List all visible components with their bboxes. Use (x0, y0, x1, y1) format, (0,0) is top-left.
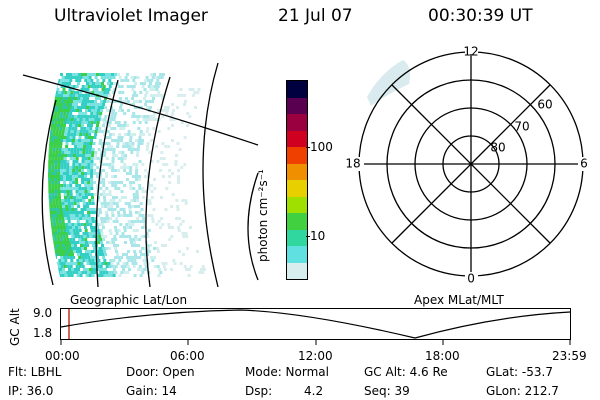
timeline-y-tick-min: 1.8 (33, 326, 53, 340)
geographic-grid-lines (22, 62, 259, 287)
sequence-number: Seq: 39 (364, 384, 410, 398)
color-band (287, 213, 307, 230)
color-band (287, 114, 307, 131)
lat-label-60: 60 (537, 98, 552, 112)
color-band (287, 97, 307, 114)
timeline-x-tick-0000: 00:00 (45, 349, 80, 363)
altitude-curve (60, 309, 571, 339)
color-band (287, 147, 307, 164)
color-scale-label: photon cm⁻²s⁻¹ (256, 169, 270, 262)
color-tick-100: 100 (310, 140, 333, 154)
mlt-line-diagonal-2 (391, 84, 551, 244)
filter-status: Flt: LBHL (8, 365, 62, 379)
gc-altitude: GC Alt: 4.6 Re (364, 365, 448, 379)
lat-label-80: 80 (490, 141, 505, 155)
mode-status: Mode: Normal (245, 365, 329, 379)
observation-date: 21 Jul 07 (278, 6, 353, 26)
timeline-plot (60, 308, 571, 345)
geographic-image-panel (22, 62, 259, 287)
dsp-value: 4.2 (304, 384, 324, 398)
timeline-x-tick-0600: 06:00 (170, 349, 205, 363)
door-status: Door: Open (126, 365, 195, 379)
mlt-label-6: 6 (580, 157, 588, 171)
color-band (287, 130, 307, 147)
geographic-longitude: GLon: 212.7 (486, 384, 559, 398)
timeline-x-tick-1200: 12:00 (298, 349, 333, 363)
color-tick-mark-10 (306, 236, 310, 237)
geographic-latitude: GLat: -53.7 (486, 365, 553, 379)
polar-aurora-patch (367, 60, 411, 106)
color-tick-10: 10 (310, 229, 326, 243)
timeline-axis-label: GC Alt (8, 308, 22, 346)
polar-mlt-plot: 12 18 6 0 60 70 80 (344, 42, 590, 286)
color-band (287, 81, 307, 98)
gain-value: Gain: 14 (126, 384, 177, 398)
timeline-x-tick-1800: 18:00 (425, 349, 460, 363)
mlt-label-18: 18 (345, 157, 360, 171)
color-band (287, 229, 307, 246)
aurora-emission-map (48, 73, 206, 277)
mlt-label-0: 0 (467, 272, 475, 286)
color-band (287, 163, 307, 180)
timeline-y-tick-max: 9.0 (33, 306, 53, 320)
timeline-x-tick-2359: 23:59 (552, 349, 587, 363)
page-title: Ultraviolet Imager (54, 6, 208, 26)
lat-label-70: 70 (514, 120, 529, 134)
mlt-label-12: 12 (463, 45, 478, 59)
observation-time: 00:30:39 UT (428, 6, 533, 26)
color-band (287, 262, 307, 279)
color-tick-mark-100 (306, 147, 310, 148)
timeline-right-label: Apex MLat/MLT (414, 293, 504, 307)
color-band (287, 180, 307, 197)
color-scale-bar (286, 80, 308, 280)
color-band (287, 246, 307, 263)
ip-value: IP: 36.0 (8, 384, 54, 398)
color-band (287, 196, 307, 213)
timeline-left-label: Geographic Lat/Lon (70, 293, 188, 307)
dsp-label: Dsp: (245, 384, 273, 398)
